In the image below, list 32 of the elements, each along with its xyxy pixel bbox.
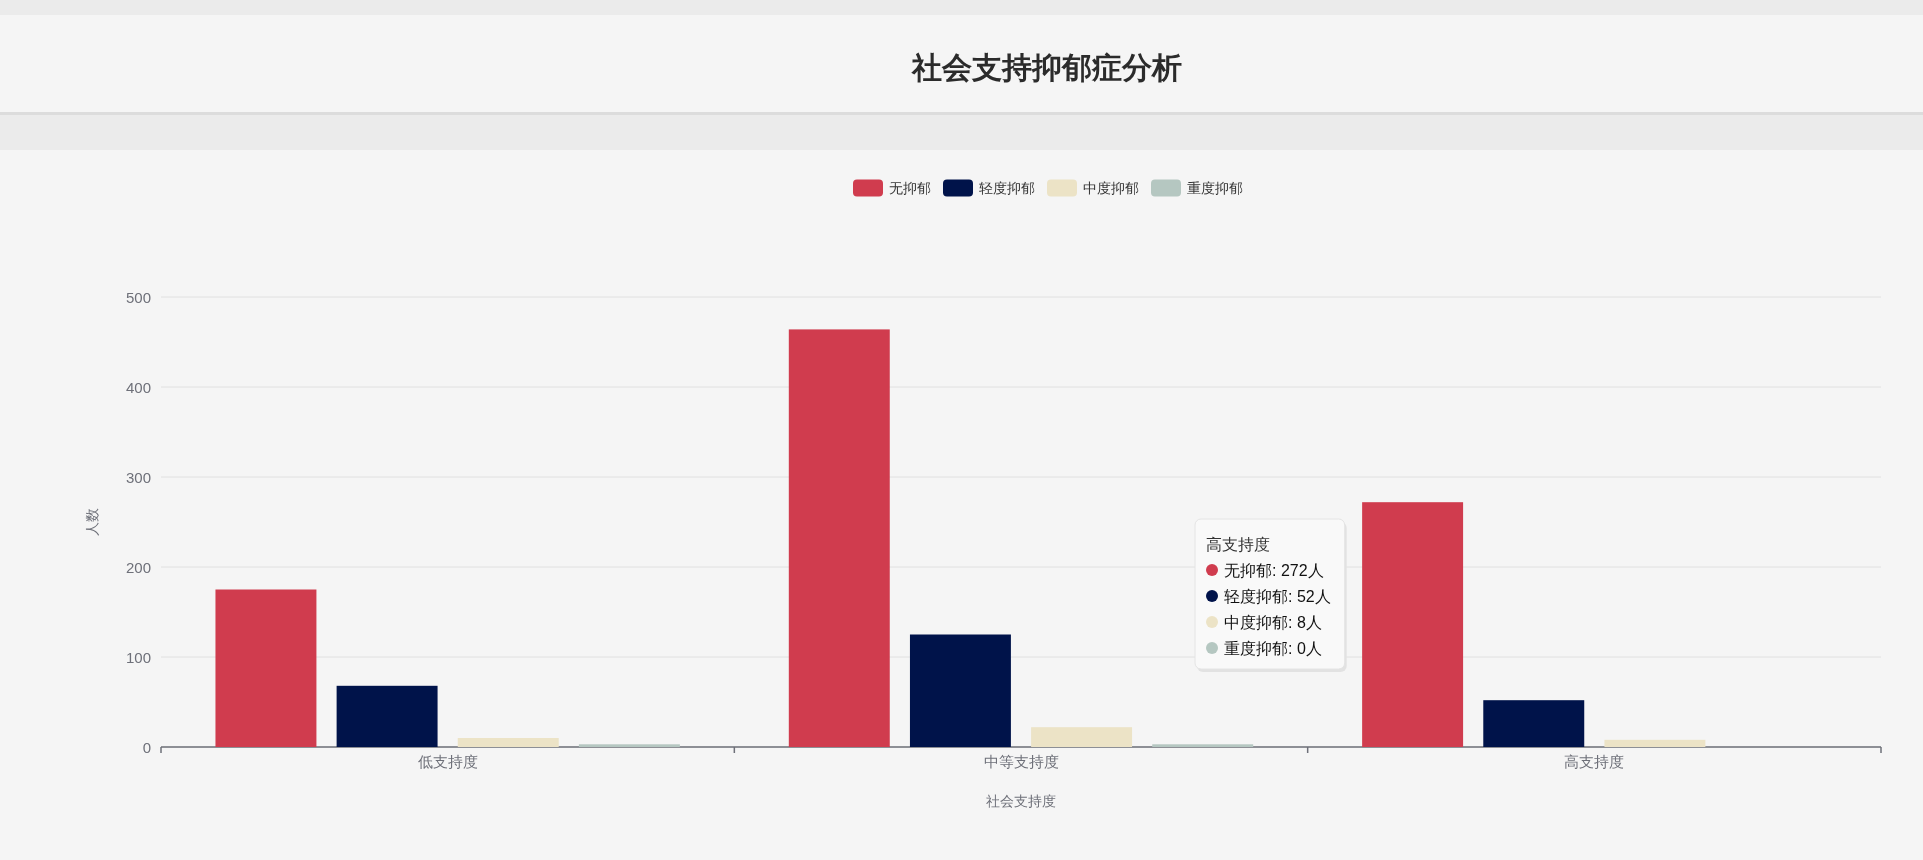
legend-label: 中度抑郁 xyxy=(1083,180,1139,196)
bar xyxy=(457,738,559,747)
annotation: 无抑郁: 272人 xyxy=(1224,561,1324,579)
y-tick-label: 100 xyxy=(125,648,151,666)
bar xyxy=(1604,739,1706,747)
y-tick-label: 0 xyxy=(142,738,151,756)
legend-label: 重度抑郁 xyxy=(1187,180,1243,196)
bar xyxy=(215,589,317,747)
bar xyxy=(909,634,1011,747)
x-axis-title: 社会支持度 xyxy=(986,793,1056,809)
bar xyxy=(336,685,438,747)
annotation: 重度抑郁: 0人 xyxy=(1224,639,1322,657)
bar xyxy=(1362,502,1464,747)
y-axis-title: 人数 xyxy=(84,508,100,536)
legend-label: 轻度抑郁 xyxy=(979,180,1035,196)
x-tick-label: 低支持度 xyxy=(417,754,478,770)
bar xyxy=(788,329,890,747)
y-tick-label: 200 xyxy=(125,558,151,576)
y-tick-label: 300 xyxy=(125,468,151,486)
annotation: 中度抑郁: 8人 xyxy=(1224,613,1322,631)
title: 社会支持抑郁症分析 xyxy=(912,50,1182,84)
annotation: 高支持度 xyxy=(1206,535,1270,553)
bar xyxy=(1152,744,1254,747)
legend-label: 无抑郁 xyxy=(889,180,931,196)
annotation: 轻度抑郁: 52人 xyxy=(1224,587,1331,605)
y-tick-label: 400 xyxy=(125,378,151,396)
bar xyxy=(1483,700,1585,747)
bar xyxy=(1031,727,1133,747)
bar xyxy=(578,744,680,747)
x-tick-label: 中等支持度 xyxy=(983,754,1059,770)
y-tick-label: 500 xyxy=(125,288,151,306)
x-tick-label: 高支持度 xyxy=(1564,754,1625,770)
